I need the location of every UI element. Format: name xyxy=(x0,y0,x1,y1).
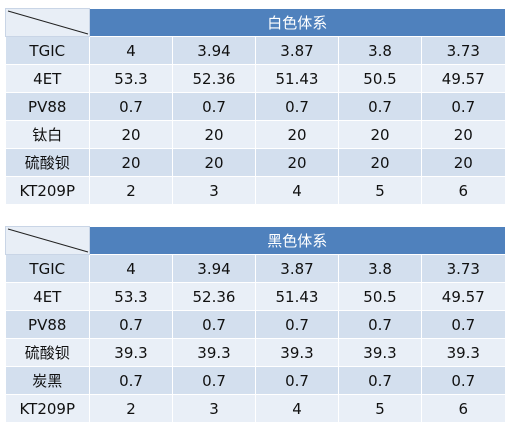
row-label: TGIC xyxy=(6,37,90,65)
table-row: 4ET 53.3 52.36 51.43 50.5 49.57 xyxy=(6,65,505,93)
table-cell: 0.7 xyxy=(422,93,505,121)
table-cell: 0.7 xyxy=(256,367,339,395)
table-cell: 0.7 xyxy=(422,367,505,395)
table-cell: 3 xyxy=(173,177,256,205)
table-cell: 0.7 xyxy=(256,311,339,339)
table-cell: 0.7 xyxy=(339,93,422,121)
table-cell: 4 xyxy=(256,177,339,205)
row-label: 硫酸钡 xyxy=(6,149,90,177)
table-cell: 3.94 xyxy=(173,255,256,283)
table-cell: 0.7 xyxy=(256,93,339,121)
table-cell: 6 xyxy=(422,395,505,422)
diagonal-corner-cell xyxy=(6,227,90,255)
table-cell: 20 xyxy=(339,149,422,177)
table-cell: 2 xyxy=(90,395,173,422)
table-cell: 3.73 xyxy=(422,255,505,283)
table-row: 硫酸钡 20 20 20 20 20 xyxy=(6,149,505,177)
table-row: 炭黑 0.7 0.7 0.7 0.7 0.7 xyxy=(6,367,505,395)
table-cell: 0.7 xyxy=(173,93,256,121)
row-label: 硫酸钡 xyxy=(6,339,90,367)
table-cell: 20 xyxy=(339,121,422,149)
table-row: 钛白 20 20 20 20 20 xyxy=(6,121,505,149)
table-cell: 0.7 xyxy=(90,93,173,121)
table-cell: 39.3 xyxy=(90,339,173,367)
table-cell: 49.57 xyxy=(422,283,505,311)
table-cell: 0.7 xyxy=(339,311,422,339)
table-row: 4ET 53.3 52.36 51.43 50.5 49.57 xyxy=(6,283,505,311)
diagonal-line-icon xyxy=(6,227,90,254)
table-cell: 3 xyxy=(173,395,256,422)
table-cell: 6 xyxy=(422,177,505,205)
table-cell: 20 xyxy=(422,121,505,149)
table-cell: 3.94 xyxy=(173,37,256,65)
table-cell: 0.7 xyxy=(339,367,422,395)
table-cell: 0.7 xyxy=(173,311,256,339)
table-row: PV88 0.7 0.7 0.7 0.7 0.7 xyxy=(6,93,505,121)
row-label: 炭黑 xyxy=(6,367,90,395)
diagonal-line-icon xyxy=(6,9,90,36)
table-row: TGIC 4 3.94 3.87 3.8 3.73 xyxy=(6,37,505,65)
row-label: KT209P xyxy=(6,395,90,422)
table-row: 硫酸钡 39.3 39.3 39.3 39.3 39.3 xyxy=(6,339,505,367)
table-title: 白色体系 xyxy=(90,9,505,37)
row-label: 4ET xyxy=(6,283,90,311)
table-cell: 3.87 xyxy=(256,37,339,65)
table-row: TGIC 4 3.94 3.87 3.8 3.73 xyxy=(6,255,505,283)
diagonal-corner-cell xyxy=(6,9,90,37)
table-cell: 52.36 xyxy=(173,283,256,311)
table-cell: 39.3 xyxy=(173,339,256,367)
row-label: TGIC xyxy=(6,255,90,283)
table-cell: 0.7 xyxy=(90,367,173,395)
table-cell: 2 xyxy=(90,177,173,205)
table-cell: 52.36 xyxy=(173,65,256,93)
table-cell: 53.3 xyxy=(90,65,173,93)
table-cell: 4 xyxy=(90,255,173,283)
table-cell: 50.5 xyxy=(339,65,422,93)
table-cell: 51.43 xyxy=(256,283,339,311)
table-cell: 50.5 xyxy=(339,283,422,311)
table-cell: 39.3 xyxy=(256,339,339,367)
table-cell: 20 xyxy=(90,149,173,177)
table-cell: 4 xyxy=(256,395,339,422)
black-system-table: 黑色体系 TGIC 4 3.94 3.87 3.8 3.73 4ET 53.3 … xyxy=(5,226,505,422)
table-row: KT209P 2 3 4 5 6 xyxy=(6,177,505,205)
table-cell: 20 xyxy=(256,149,339,177)
table-cell: 3.8 xyxy=(339,37,422,65)
table-cell: 0.7 xyxy=(173,367,256,395)
table-cell: 20 xyxy=(173,149,256,177)
white-system-table: 白色体系 TGIC 4 3.94 3.87 3.8 3.73 4ET 53.3 … xyxy=(5,8,505,204)
table-cell: 20 xyxy=(422,149,505,177)
table-cell: 20 xyxy=(90,121,173,149)
row-label: 钛白 xyxy=(6,121,90,149)
row-label: PV88 xyxy=(6,311,90,339)
table-cell: 53.3 xyxy=(90,283,173,311)
table-title: 黑色体系 xyxy=(90,227,505,255)
header-row: 白色体系 xyxy=(6,9,505,37)
table-cell: 51.43 xyxy=(256,65,339,93)
row-label: KT209P xyxy=(6,177,90,205)
row-label: 4ET xyxy=(6,65,90,93)
table-cell: 20 xyxy=(256,121,339,149)
table-cell: 5 xyxy=(339,177,422,205)
row-label: PV88 xyxy=(6,93,90,121)
table-cell: 20 xyxy=(173,121,256,149)
table-cell: 0.7 xyxy=(90,311,173,339)
table-cell: 0.7 xyxy=(422,311,505,339)
table-cell: 49.57 xyxy=(422,65,505,93)
table-cell: 3.87 xyxy=(256,255,339,283)
table-row: KT209P 2 3 4 5 6 xyxy=(6,395,505,422)
table-cell: 5 xyxy=(339,395,422,422)
table-cell: 4 xyxy=(90,37,173,65)
table-cell: 39.3 xyxy=(339,339,422,367)
table-cell: 3.73 xyxy=(422,37,505,65)
table-cell: 39.3 xyxy=(422,339,505,367)
header-row: 黑色体系 xyxy=(6,227,505,255)
table-cell: 3.8 xyxy=(339,255,422,283)
table-row: PV88 0.7 0.7 0.7 0.7 0.7 xyxy=(6,311,505,339)
